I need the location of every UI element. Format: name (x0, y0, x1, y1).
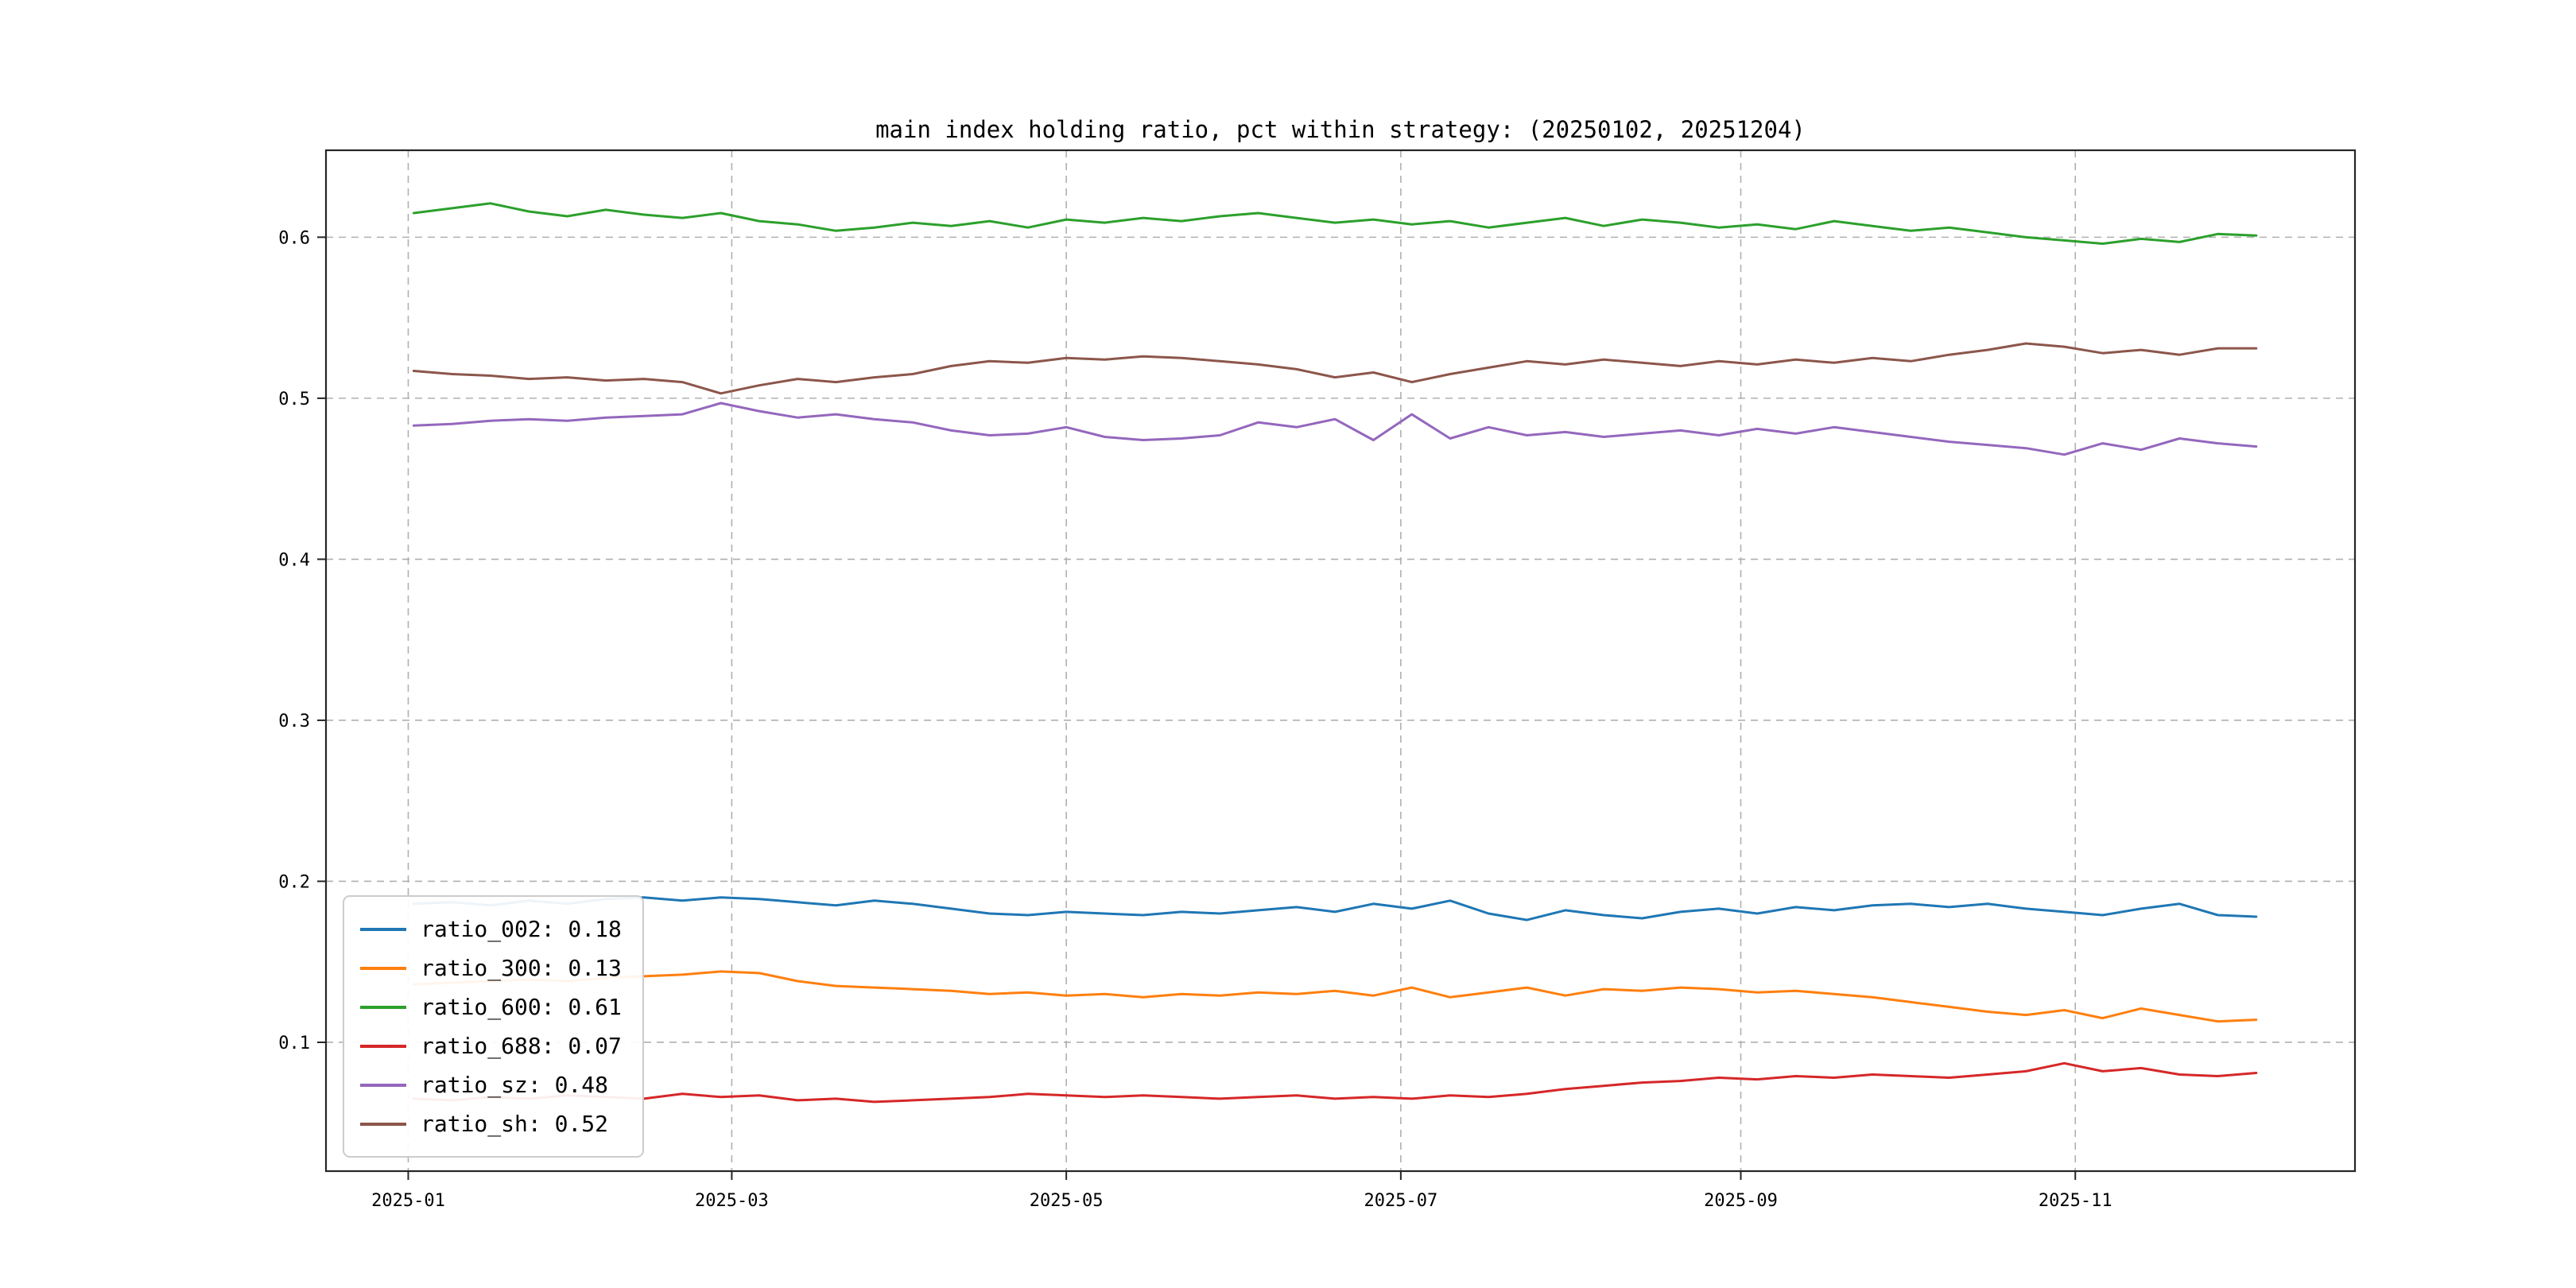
legend-item-ratio_300: ratio_300: 0.13 (360, 949, 622, 987)
legend-item-ratio_600: ratio_600: 0.61 (360, 987, 622, 1026)
series-line-ratio_688 (412, 1061, 2258, 1104)
x-tick-label: 2025-03 (695, 1191, 769, 1211)
legend-item-ratio_688: ratio_688: 0.07 (360, 1026, 622, 1065)
y-tick-label: 0.1 (278, 1034, 310, 1053)
series-line-ratio_sz (412, 402, 2258, 456)
legend-swatch-ratio_600 (360, 1005, 406, 1009)
legend-label-ratio_600: ratio_600: 0.61 (421, 994, 622, 1020)
x-tick-label: 2025-11 (2039, 1191, 2112, 1211)
y-tick-label: 0.2 (278, 872, 310, 892)
y-tick-label: 0.4 (278, 550, 310, 570)
chart-title: main index holding ratio, pct within str… (875, 116, 1806, 143)
series-line-ratio_002 (412, 896, 2258, 921)
legend-label-ratio_300: ratio_300: 0.13 (421, 955, 622, 981)
legend-label-ratio_002: ratio_002: 0.18 (421, 916, 622, 942)
plot-border (324, 149, 2357, 1173)
x-tick-label: 2025-07 (1364, 1191, 1438, 1211)
legend-swatch-ratio_002 (360, 927, 406, 931)
x-tick-label: 2025-01 (371, 1191, 445, 1211)
legend-label-ratio_sz: ratio_sz: 0.48 (421, 1072, 609, 1098)
legend-swatch-ratio_sz (360, 1083, 406, 1087)
legend-item-ratio_sh: ratio_sh: 0.52 (360, 1104, 622, 1143)
legend-label-ratio_688: ratio_688: 0.07 (421, 1033, 622, 1059)
legend-box: ratio_002: 0.18 ratio_300: 0.13 ratio_60… (343, 895, 644, 1158)
legend-swatch-ratio_300 (360, 966, 406, 970)
legend-item-ratio_002: ratio_002: 0.18 (360, 910, 622, 949)
legend-swatch-ratio_688 (360, 1044, 406, 1048)
legend-swatch-ratio_sh (360, 1122, 406, 1126)
y-tick-label: 0.3 (278, 712, 310, 731)
series-line-ratio_sh (412, 342, 2258, 395)
legend-label-ratio_sh: ratio_sh: 0.52 (421, 1111, 609, 1137)
series-line-ratio_600 (412, 202, 2258, 245)
x-tick-label: 2025-09 (1704, 1191, 1778, 1211)
series-line-ratio_300 (412, 970, 2258, 1023)
x-tick-label: 2025-05 (1030, 1191, 1104, 1211)
y-tick-label: 0.5 (278, 390, 310, 409)
y-tick-label: 0.6 (278, 228, 310, 248)
legend-item-ratio_sz: ratio_sz: 0.48 (360, 1065, 622, 1104)
